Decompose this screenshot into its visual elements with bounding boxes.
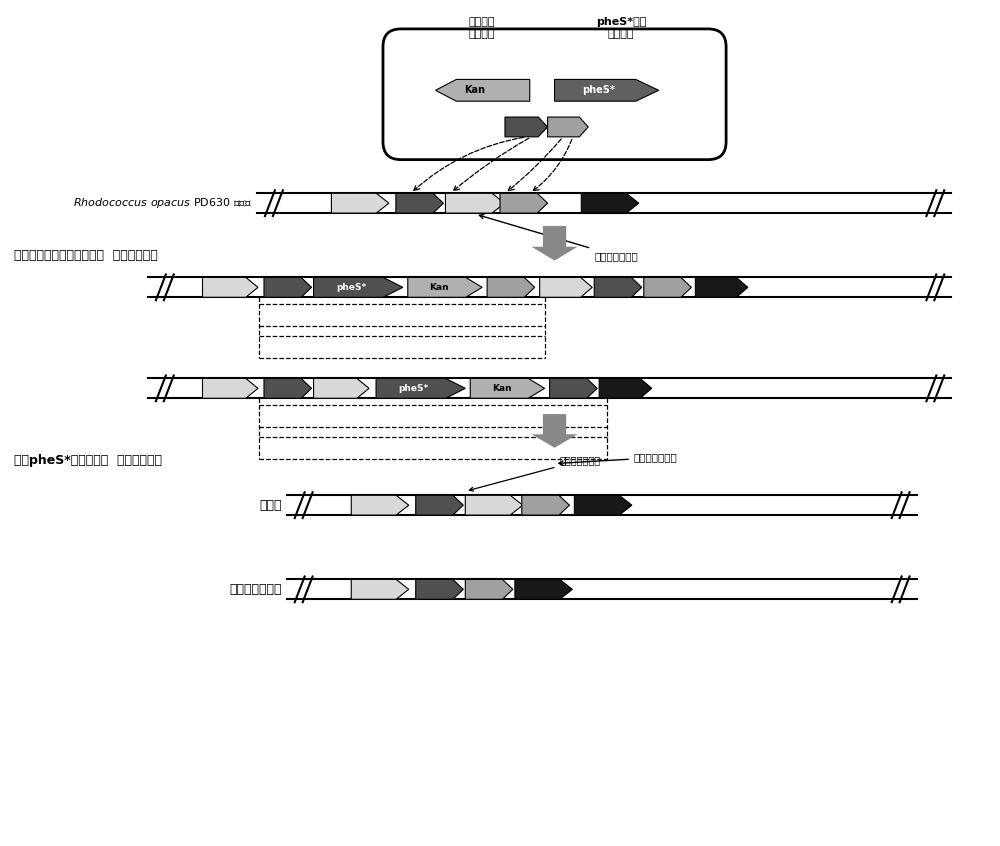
Polygon shape (505, 117, 548, 137)
Polygon shape (574, 495, 632, 515)
Polygon shape (594, 277, 642, 297)
Polygon shape (555, 80, 659, 102)
Polygon shape (396, 193, 443, 213)
FancyBboxPatch shape (383, 29, 726, 160)
Text: 采用pheS*反筛选的第  二次同源交换: 采用pheS*反筛选的第 二次同源交换 (14, 454, 162, 467)
Polygon shape (408, 277, 482, 297)
Polygon shape (314, 277, 403, 297)
Polygon shape (581, 193, 639, 213)
Polygon shape (644, 277, 691, 297)
Polygon shape (465, 495, 523, 515)
Polygon shape (203, 277, 258, 297)
Polygon shape (500, 193, 548, 213)
Polygon shape (436, 80, 530, 102)
Polygon shape (470, 378, 545, 398)
Polygon shape (550, 378, 597, 398)
Polygon shape (331, 193, 389, 213)
Text: 目标核件酸片段: 目标核件酸片段 (469, 456, 601, 492)
Polygon shape (522, 495, 569, 515)
Text: pheS*: pheS* (336, 283, 366, 292)
Polygon shape (532, 414, 577, 448)
Text: Kan: Kan (429, 283, 449, 292)
Polygon shape (532, 226, 577, 261)
Polygon shape (445, 193, 505, 213)
Polygon shape (540, 277, 592, 297)
Polygon shape (695, 277, 748, 297)
Text: 采用卡那霉素抗性筛选的第  一次同源交换: 采用卡那霉素抗性筛选的第 一次同源交换 (14, 250, 158, 262)
Polygon shape (487, 277, 535, 297)
Text: Kan: Kan (492, 384, 511, 393)
Text: Kan: Kan (465, 85, 486, 96)
Polygon shape (264, 277, 312, 297)
Polygon shape (599, 378, 652, 398)
Polygon shape (515, 580, 572, 599)
Text: pheS*: pheS* (582, 85, 615, 96)
Polygon shape (548, 117, 588, 137)
Text: 野生型: 野生型 (259, 498, 282, 512)
Text: 目标核件酸片段: 目标核件酸片段 (479, 215, 638, 261)
Text: 目标核件酸片段: 目标核件酸片段 (559, 453, 678, 465)
Polygon shape (416, 495, 463, 515)
Text: pheS*蛋白
反筛基因: pheS*蛋白 反筛基因 (596, 17, 646, 39)
Text: 卡那霉素
抗性基因: 卡那霉素 抗性基因 (469, 17, 495, 39)
Text: $\it{Rhodococcus\ opacus}$ PD630 基因组: $\it{Rhodococcus\ opacus}$ PD630 基因组 (73, 196, 252, 210)
Polygon shape (314, 378, 369, 398)
Polygon shape (465, 580, 513, 599)
Text: 基因编辑成功型: 基因编辑成功型 (229, 583, 282, 596)
Polygon shape (416, 580, 463, 599)
Polygon shape (376, 378, 465, 398)
Polygon shape (203, 378, 258, 398)
Polygon shape (351, 580, 409, 599)
Polygon shape (351, 495, 409, 515)
Text: pheS*: pheS* (398, 384, 429, 393)
Polygon shape (264, 378, 312, 398)
